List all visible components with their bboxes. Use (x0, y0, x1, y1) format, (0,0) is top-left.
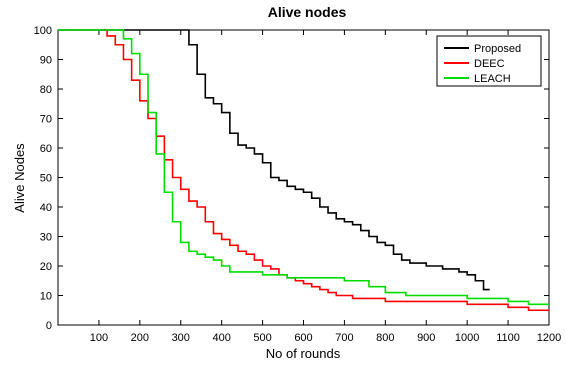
x-tick-label: 1000 (455, 332, 479, 344)
y-tick-label: 0 (46, 320, 52, 332)
legend: Proposed DEEC LEACH (436, 35, 542, 87)
x-tick-label: 100 (90, 332, 108, 344)
x-tick-label: 200 (131, 332, 149, 344)
series-line-leach (58, 29, 549, 306)
y-tick-label: 90 (40, 55, 52, 67)
chart-title: Alive nodes (268, 4, 347, 20)
y-tick-label: 80 (40, 84, 52, 96)
y-tick-label: 30 (40, 232, 52, 244)
legend-label-proposed: Proposed (474, 43, 521, 55)
y-tick-label: 40 (40, 202, 52, 214)
x-tick-label: 800 (376, 332, 394, 344)
y-tick-label: 50 (40, 173, 52, 185)
x-tick-label: 300 (172, 332, 190, 344)
x-tick-label: 600 (294, 332, 312, 344)
y-tick-label: 70 (40, 114, 52, 126)
y-axis-ticks: 0 10 20 30 40 50 60 70 80 90 100 (34, 25, 549, 332)
x-tick-label: 1100 (496, 332, 520, 344)
legend-label-leach: LEACH (474, 73, 511, 85)
legend-label-deec: DEEC (474, 58, 505, 70)
y-axis-label: Alive Nodes (12, 143, 27, 213)
y-tick-label: 60 (40, 143, 52, 155)
x-tick-label: 700 (335, 332, 353, 344)
y-tick-label: 10 (40, 291, 52, 303)
x-tick-label: 500 (253, 332, 271, 344)
x-tick-label: 400 (212, 332, 230, 344)
series-line-deec (103, 29, 549, 312)
x-axis-ticks: 100 200 300 400 500 600 700 800 900 1000 1100 1200 (90, 30, 561, 344)
x-tick-label: 900 (417, 332, 435, 344)
x-tick-label: 1200 (537, 332, 561, 344)
x-axis-label: No of rounds (266, 346, 341, 361)
series-layer (58, 29, 549, 312)
y-tick-label: 100 (34, 25, 52, 37)
series-line-proposed (58, 29, 490, 291)
y-tick-label: 20 (40, 261, 52, 273)
